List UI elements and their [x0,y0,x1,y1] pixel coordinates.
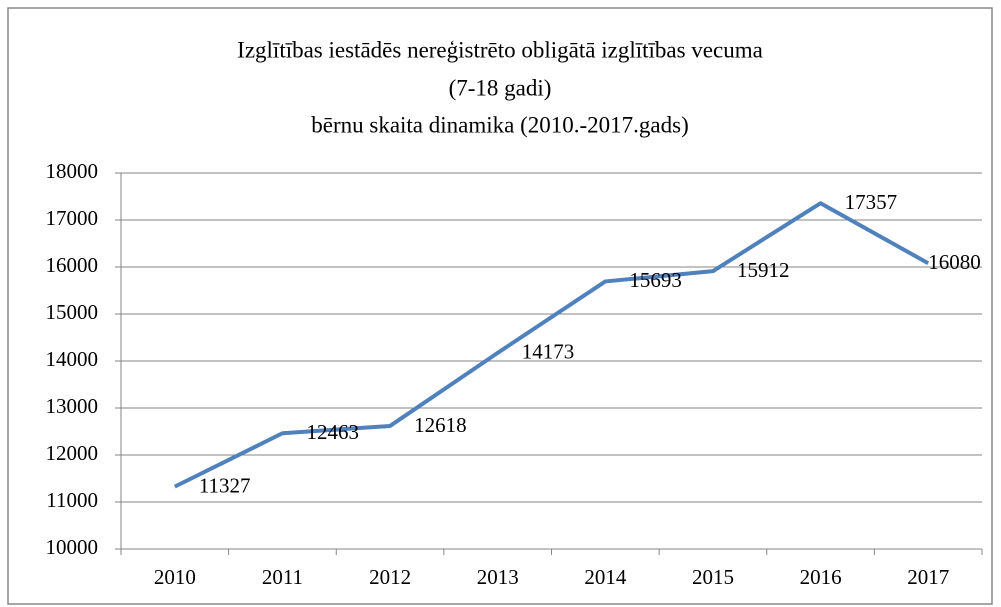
x-tick-label: 2013 [477,565,519,589]
y-tick-label: 10000 [46,535,99,559]
x-tick-label: 2015 [692,565,734,589]
x-tick-label: 2011 [262,565,303,589]
y-tick-label: 18000 [46,159,99,183]
x-tick-label: 2014 [584,565,627,589]
data-label: 12618 [414,413,467,437]
data-label: 15693 [629,268,682,292]
data-label: 12463 [306,420,359,444]
chart-frame [7,7,993,605]
data-label: 11327 [199,473,251,497]
x-tick-label: 2010 [154,565,196,589]
data-label: 16080 [928,250,981,274]
x-tick-label: 2012 [369,565,411,589]
y-tick-label: 16000 [46,253,99,277]
y-tick-label: 14000 [46,347,99,371]
data-label: 17357 [845,190,898,214]
x-tick-label: 2017 [907,565,949,589]
y-tick-label: 17000 [46,206,99,230]
chart-title: (7-18 gadi) [449,75,552,100]
data-label: 15912 [737,258,790,282]
y-tick-label: 11000 [46,488,98,512]
x-tick-label: 2016 [800,565,842,589]
chart-title: Izglītības iestādēs nereģistrēto obligāt… [237,37,763,62]
data-label: 14173 [522,340,575,364]
y-tick-label: 12000 [46,441,99,465]
y-tick-label: 15000 [46,300,99,324]
data-line [173,201,930,489]
chart-title: bērnu skaita dinamika (2010.-2017.gads) [311,112,689,137]
y-tick-label: 13000 [46,394,99,418]
